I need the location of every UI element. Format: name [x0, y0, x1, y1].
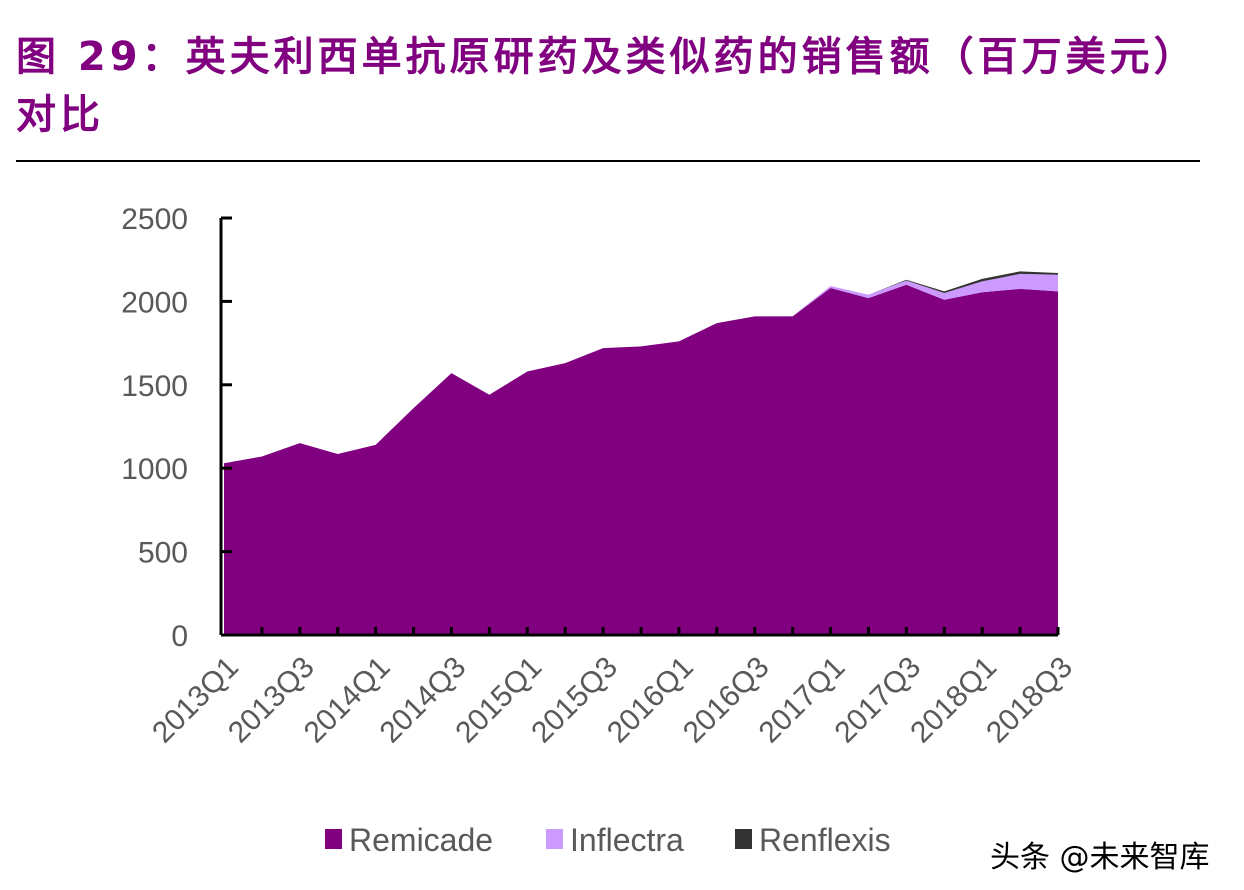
area-remicade: [224, 284, 1058, 635]
y-tick-label: 2000: [121, 286, 188, 319]
y-tick-label: 500: [138, 537, 188, 570]
area-inflectra: [224, 273, 1058, 464]
chart-title: 图 29：英夫利西单抗原研药及类似药的销售额（百万美元）对比: [16, 34, 1198, 138]
legend-label-renflexis: Renflexis: [759, 822, 891, 858]
y-tick-label: 2500: [121, 203, 188, 236]
series-areas: [224, 271, 1058, 635]
y-tick-label: 1000: [121, 453, 188, 486]
watermark: 头条 @未来智库: [990, 840, 1210, 875]
title-divider: [16, 160, 1200, 162]
legend-swatch-remicade: [325, 829, 342, 849]
legend-swatch-inflectra: [546, 829, 563, 849]
y-tick-label: 1500: [121, 370, 188, 403]
legend: Remicade Inflectra Renflexis: [325, 822, 891, 858]
legend-label-inflectra: Inflectra: [570, 822, 684, 858]
legend-label-remicade: Remicade: [349, 822, 493, 858]
legend-swatch-renflexis: [735, 829, 752, 849]
y-tick-label: 0: [171, 620, 188, 653]
x-tick-label: 2018Q3: [980, 651, 1079, 750]
